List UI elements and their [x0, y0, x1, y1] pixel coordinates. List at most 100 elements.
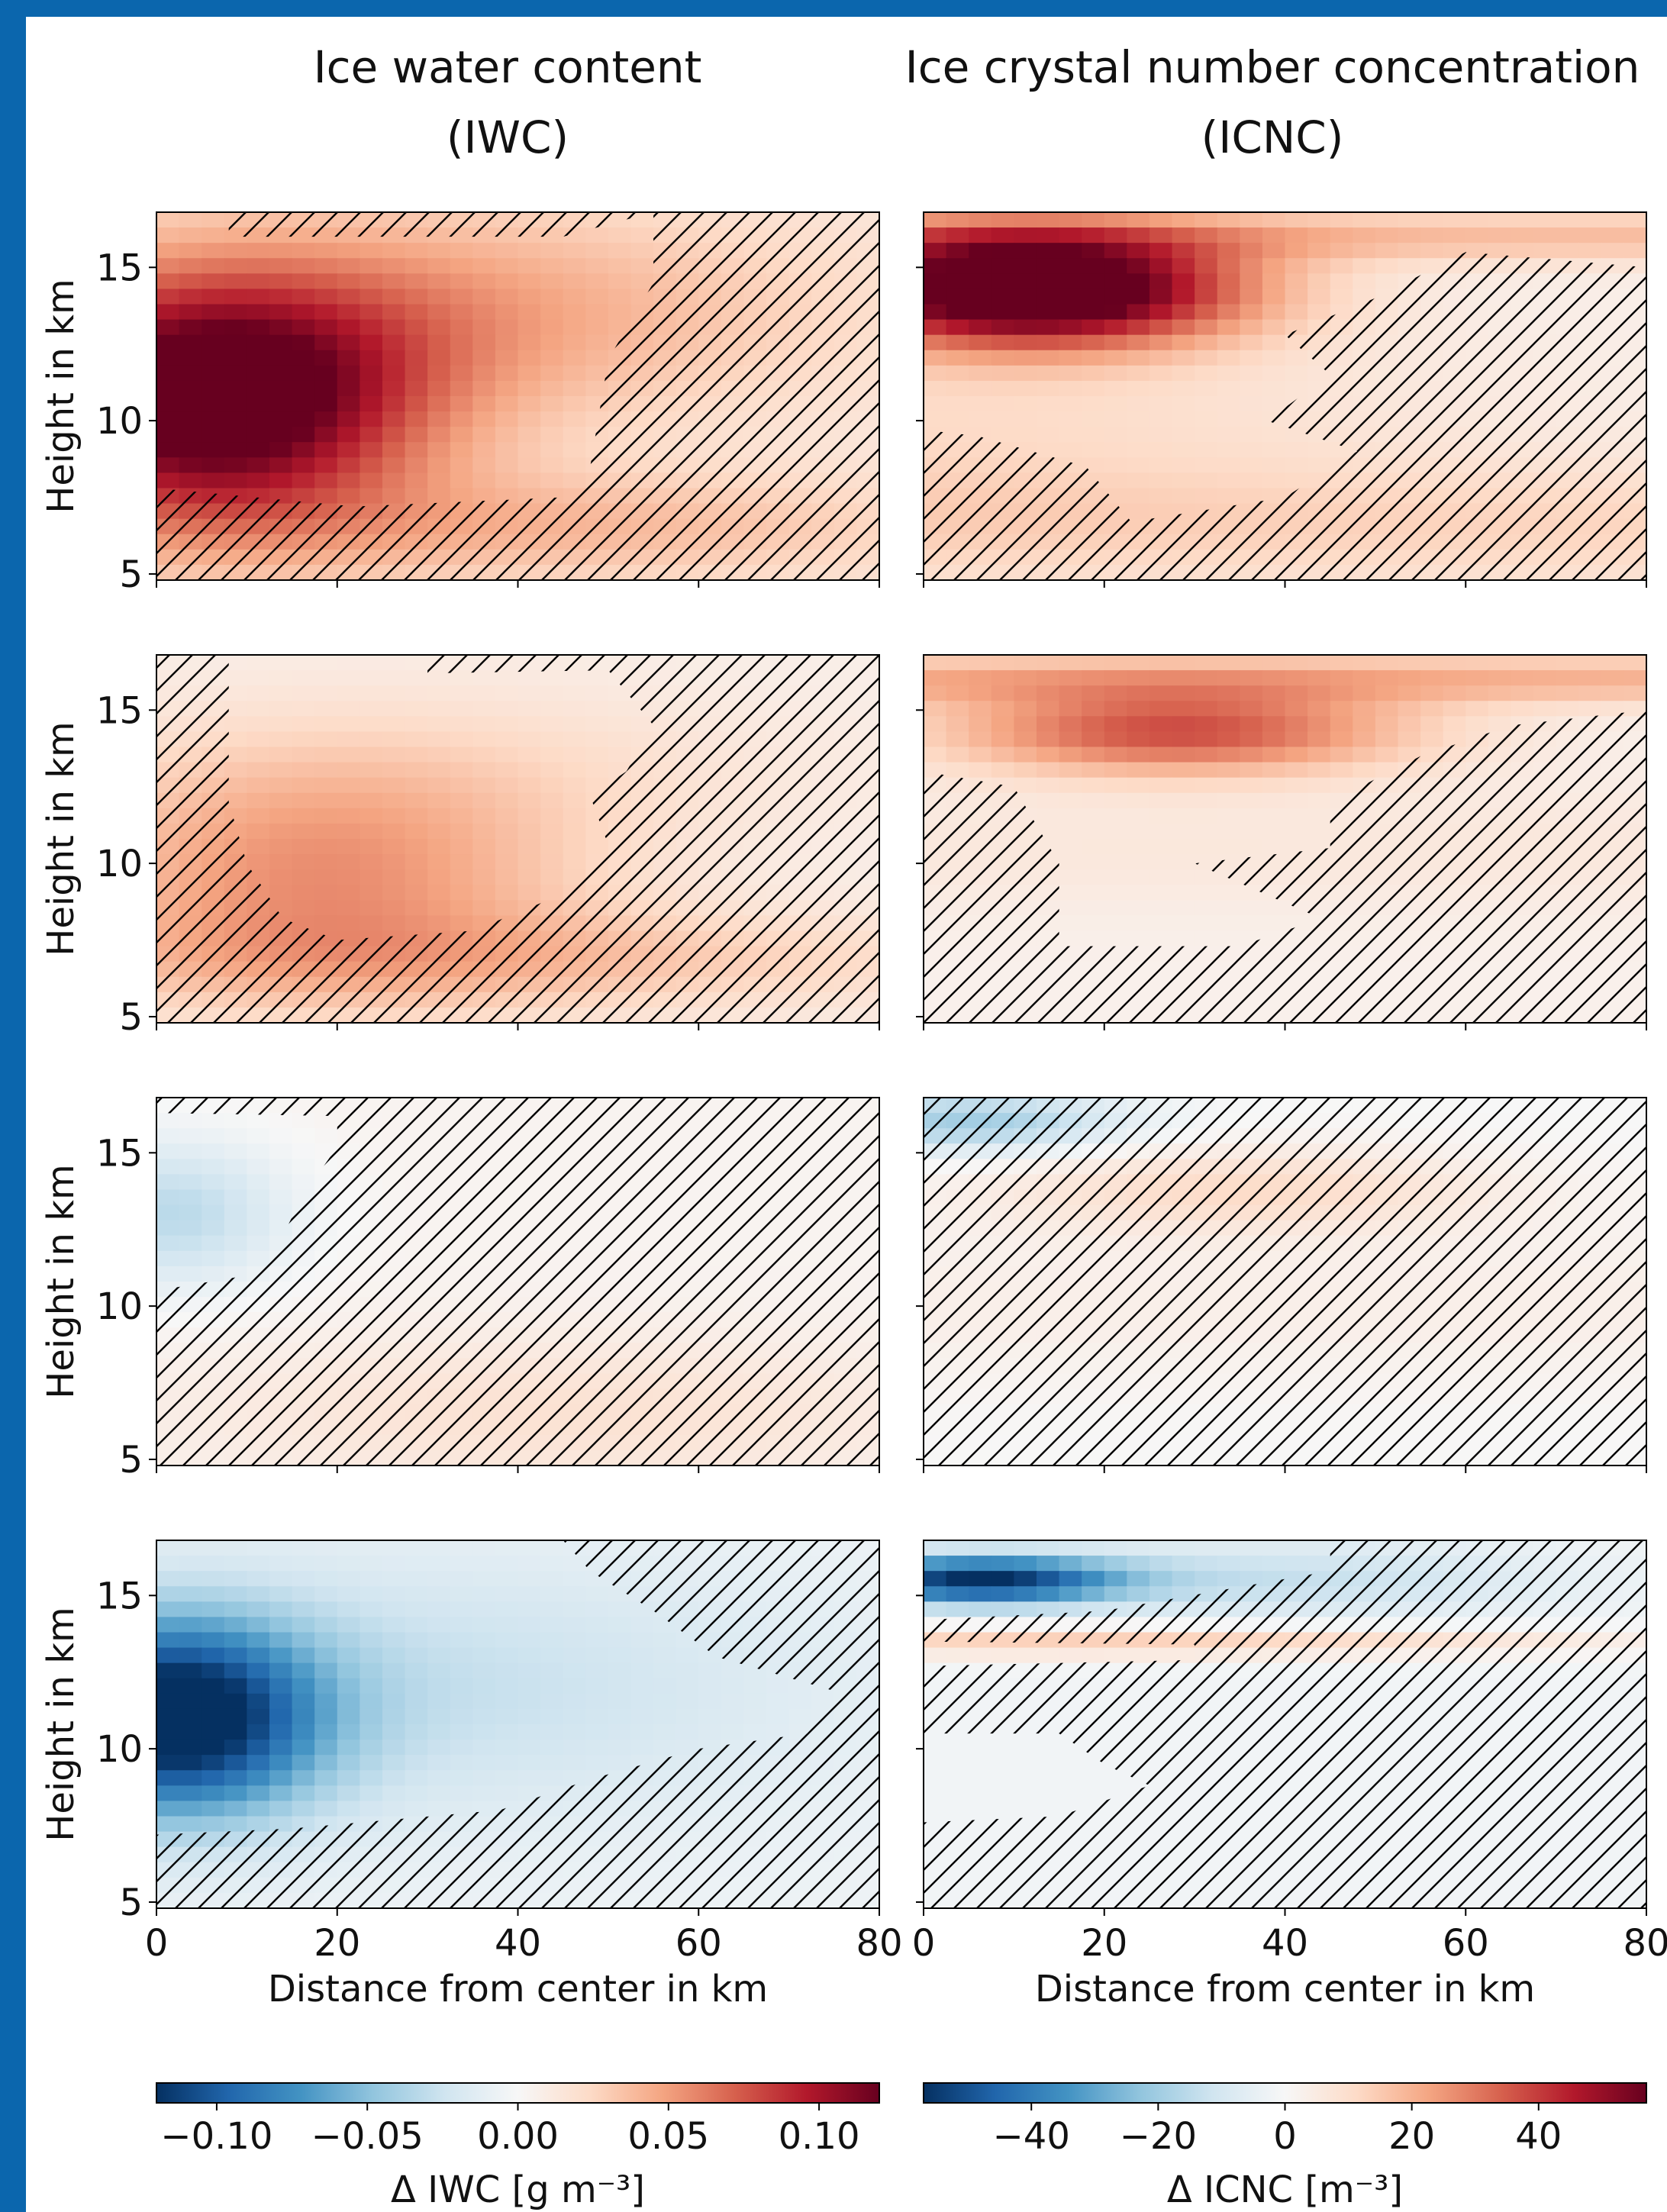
heatmap-cell [1127, 823, 1150, 840]
heatmap-cell [405, 1601, 428, 1618]
heatmap-cell [1127, 289, 1150, 305]
heatmap-cell [360, 350, 383, 366]
heatmap-cell [247, 701, 270, 717]
heatmap-cell [337, 304, 360, 321]
heatmap-cell [360, 701, 383, 717]
heatmap-cell [1330, 212, 1353, 228]
heatmap-cell [969, 365, 992, 382]
heatmap-cell [1082, 746, 1105, 763]
heatmap-cell [247, 1235, 270, 1252]
heatmap-cell [1014, 212, 1037, 228]
heatmap-cell [969, 746, 992, 763]
heatmap-cell [179, 1113, 202, 1129]
heatmap-cell [337, 319, 360, 336]
heatmap-cell [472, 792, 496, 809]
heatmap-cell [427, 365, 451, 382]
heatmap-cell [540, 869, 564, 885]
heatmap-cell [1240, 289, 1263, 305]
heatmap-cell [1375, 243, 1399, 259]
heatmap-cell [1195, 488, 1218, 505]
heatmap-cell [202, 1220, 225, 1237]
heatmap-cell [314, 900, 338, 917]
heatmap-cell [405, 900, 428, 917]
heatmap-cell [1149, 746, 1173, 763]
heatmap-cell [1127, 350, 1150, 366]
icnc-column-title: Ice crystal number concentration (ICNC) [847, 32, 1667, 173]
heatmap-cell [1217, 289, 1240, 305]
heatmap-cell [382, 1632, 406, 1649]
heatmap-cell [247, 1204, 270, 1221]
heatmap-cell [495, 777, 519, 794]
heatmap-cell [924, 289, 947, 305]
heatmap-cell [360, 1540, 383, 1556]
heatmap-cell [1488, 685, 1512, 701]
heatmap-cell [224, 1189, 247, 1206]
heatmap-cell [1330, 243, 1353, 259]
heatmap-cell [1195, 915, 1218, 932]
heatmap-cell [563, 411, 586, 427]
heatmap-cell [1601, 212, 1624, 228]
heatmap-cell [495, 243, 519, 259]
heatmap-cell [1240, 442, 1263, 458]
heatmap-cell [1082, 839, 1105, 855]
heatmap-cell [156, 289, 180, 305]
heatmap-cell [946, 304, 969, 321]
heatmap-cell [224, 1220, 247, 1237]
heatmap-cell [1036, 670, 1060, 686]
heatmap-cell [1307, 792, 1331, 809]
y-axis-label: Height in km [40, 1164, 82, 1399]
heatmap-cell [450, 243, 473, 259]
heatmap-cell [179, 319, 202, 336]
heatmap-cell [156, 319, 180, 336]
heatmap-cell [1443, 685, 1466, 701]
heatmap-cell [292, 243, 315, 259]
heatmap-cell [1285, 777, 1308, 794]
heatmap-cell [1307, 273, 1331, 290]
heatmap-cell [314, 1647, 338, 1664]
heatmap-cell [360, 1632, 383, 1649]
heatmap-cell [1149, 472, 1173, 489]
heatmap-cell [1195, 304, 1218, 321]
heatmap-cell [1036, 380, 1060, 397]
heatmap-cell [495, 319, 519, 336]
heatmap-cell [337, 670, 360, 686]
heatmap-cell [427, 1556, 451, 1572]
heatmap-cell [472, 808, 496, 824]
heatmap-cell [337, 334, 360, 351]
heatmap-cell [1082, 915, 1105, 932]
heatmap-cell [1104, 885, 1127, 901]
heatmap-cell [585, 365, 609, 382]
heatmap-cell [1240, 762, 1263, 779]
heatmap-cell [337, 823, 360, 840]
heatmap-cell [540, 808, 564, 824]
heatmap-cell [1443, 716, 1466, 733]
heatmap-cell [1285, 273, 1308, 290]
heatmap-cell [1104, 350, 1127, 366]
heatmap-cell [1127, 427, 1150, 443]
heatmap-cell [269, 839, 293, 855]
heatmap-cell [382, 1556, 406, 1572]
heatmap-cell [1014, 304, 1037, 321]
heatmap-cell [314, 777, 338, 794]
heatmap-cell [991, 258, 1014, 274]
heatmap-cell [247, 319, 270, 336]
heatmap-cell [1578, 212, 1602, 228]
heatmap-cell [1217, 334, 1240, 351]
heatmap-cell [495, 854, 519, 870]
heatmap-cell [156, 1266, 180, 1282]
heatmap-cell [1149, 411, 1173, 427]
heatmap-cell [337, 365, 360, 382]
heatmap-cell [202, 1235, 225, 1252]
heatmap-cell [518, 350, 541, 366]
heatmap-cell [292, 1556, 315, 1572]
heatmap-cell [450, 869, 473, 885]
heatmap-cell [1149, 334, 1173, 351]
heatmap-cell [1082, 670, 1105, 686]
heatmap-cell [1398, 701, 1421, 717]
heatmap-cell [1104, 243, 1127, 259]
heatmap-cell [1036, 792, 1060, 809]
heatmap-cell [969, 212, 992, 228]
y-tick-label: 10 [96, 1285, 143, 1328]
heatmap-cell [382, 365, 406, 382]
